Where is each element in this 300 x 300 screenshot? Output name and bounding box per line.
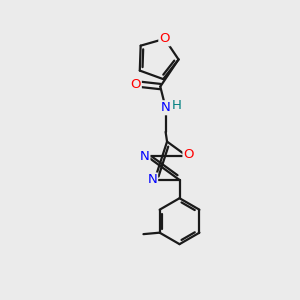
Text: N: N — [147, 173, 157, 187]
Text: N: N — [161, 101, 170, 114]
Text: O: O — [130, 78, 141, 91]
Text: O: O — [159, 32, 170, 45]
Text: N: N — [140, 150, 149, 163]
Text: H: H — [172, 99, 182, 112]
Text: O: O — [183, 148, 194, 161]
